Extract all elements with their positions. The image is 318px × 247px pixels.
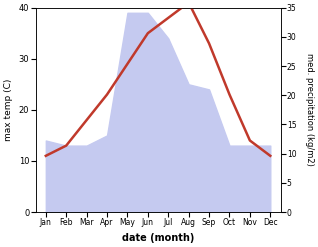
Y-axis label: max temp (C): max temp (C) [4, 79, 13, 141]
X-axis label: date (month): date (month) [122, 233, 194, 243]
Y-axis label: med. precipitation (kg/m2): med. precipitation (kg/m2) [305, 53, 314, 166]
